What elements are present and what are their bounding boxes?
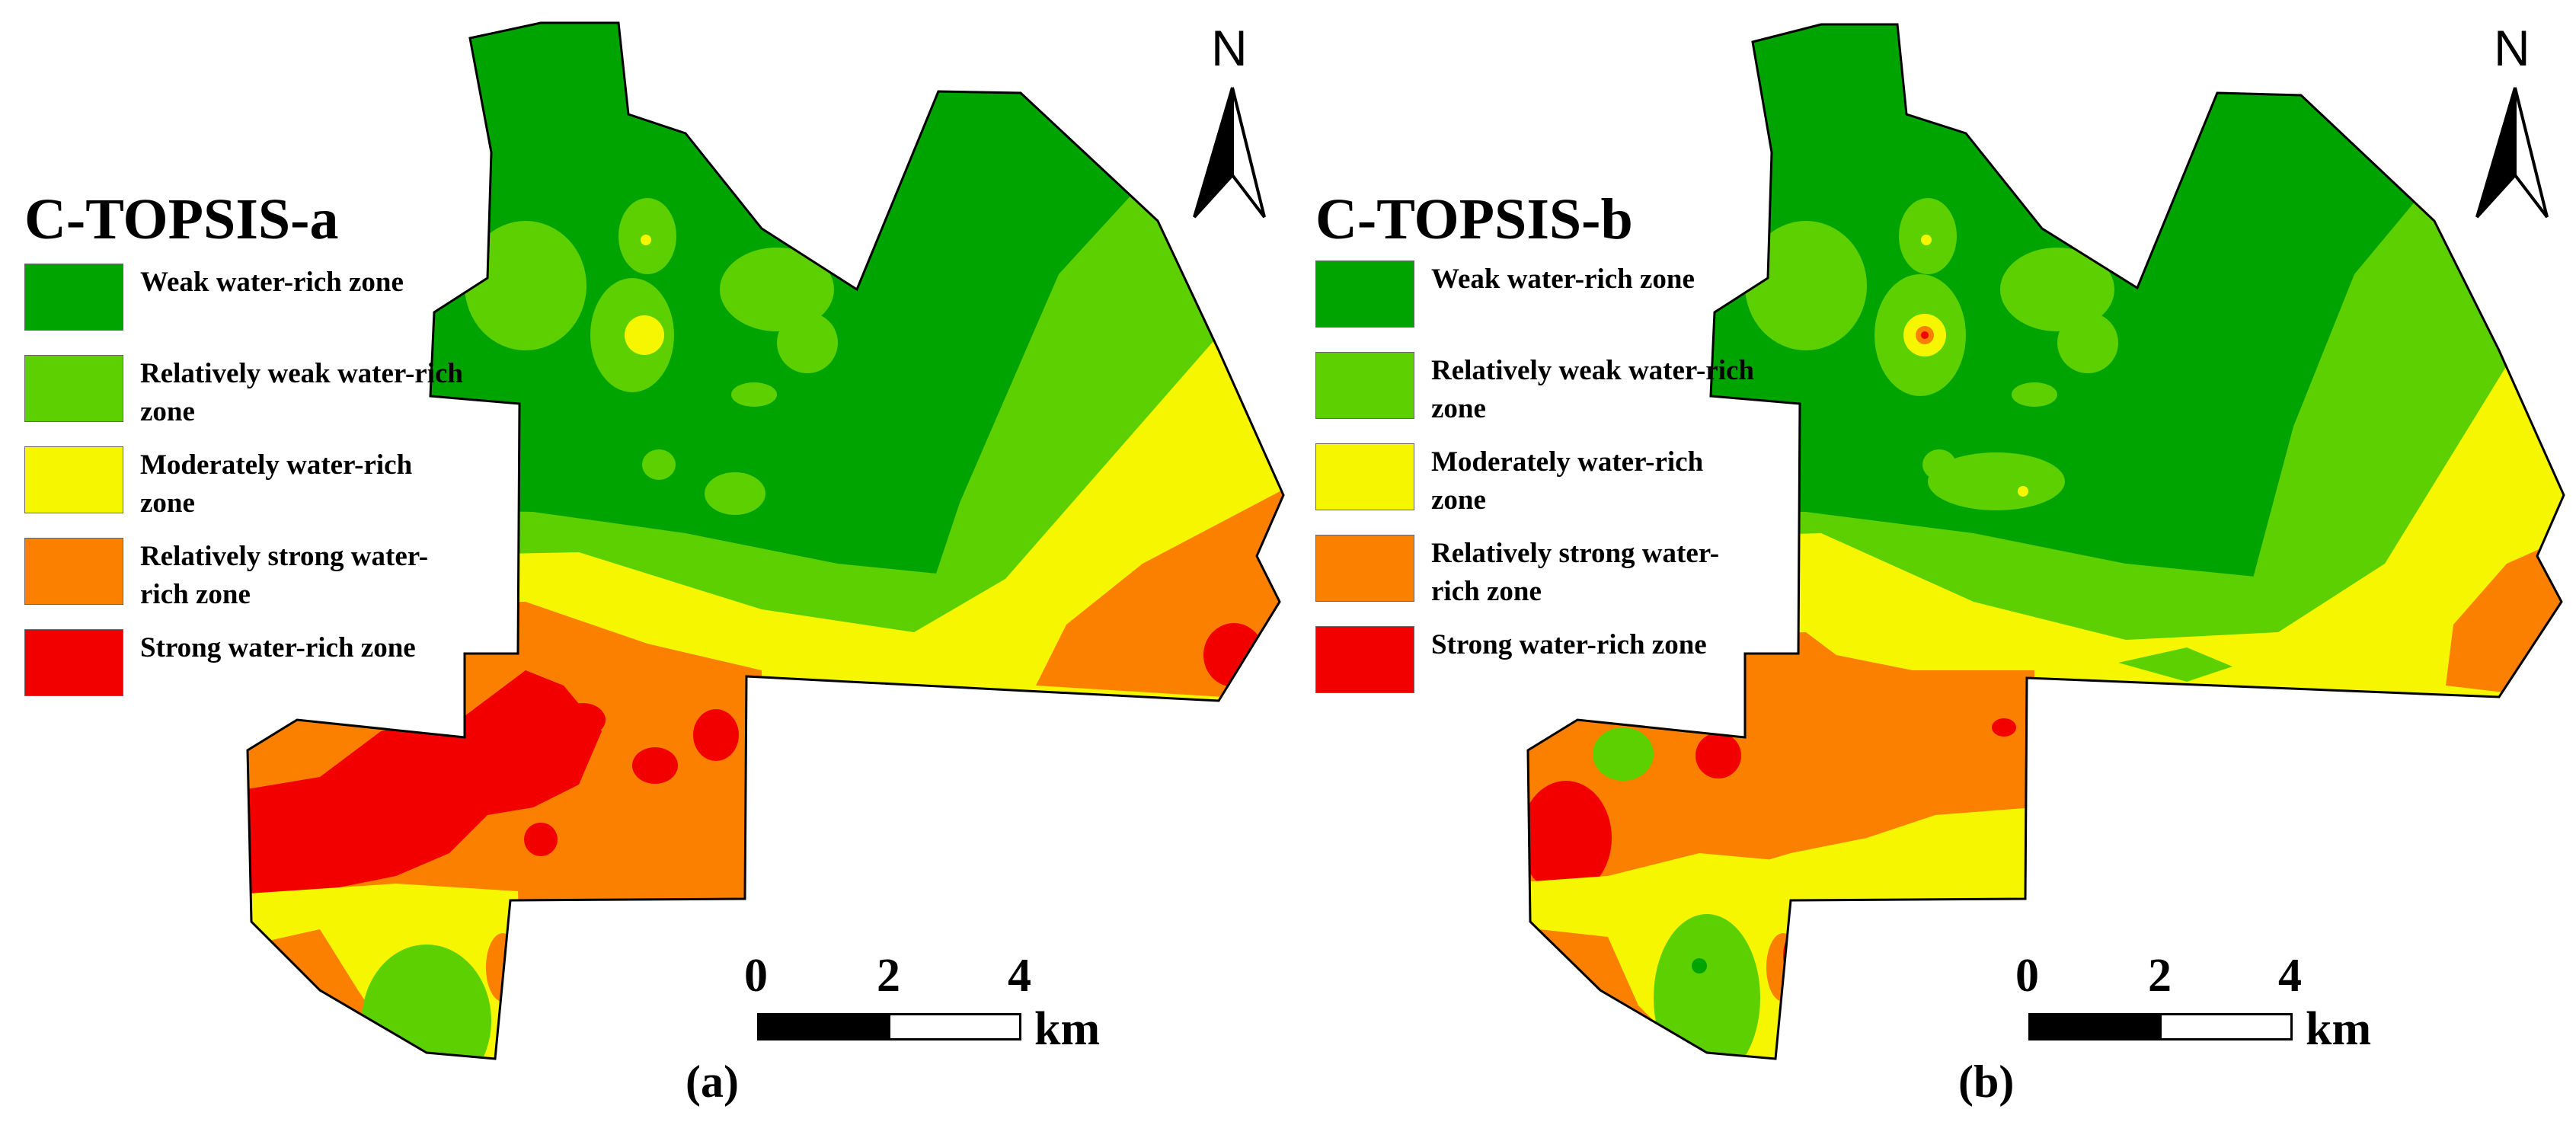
legend-swatch (1315, 535, 1414, 602)
legend-label: Strong water-rich zone (140, 632, 416, 663)
legend-label: Relatively weak water-rich zone (1431, 355, 1754, 424)
zone-relatively-weak-south (362, 945, 491, 1059)
zone-strong-spot (1921, 331, 1929, 339)
zone-strong-spot (560, 703, 606, 737)
scale-segment-empty (2159, 1013, 2293, 1040)
legend-swatch (1315, 443, 1414, 510)
legend-item-relatively-strong: Relatively strong water-rich zone (1315, 535, 1759, 611)
legend-swatch (24, 355, 123, 422)
zone-relatively-strong (1528, 625, 2034, 914)
legend-swatch (24, 264, 123, 331)
north-arrow: N (1188, 23, 1272, 221)
legend-swatch (24, 629, 123, 696)
legend-swatch (1315, 261, 1414, 328)
scale-unit: km (2306, 1003, 2372, 1055)
map-a (246, 21, 1285, 1060)
zone-relatively-weak-patch (1928, 452, 2065, 510)
scale-tick: 0 (2015, 950, 2039, 1002)
legend-swatch (1315, 626, 1414, 693)
zone-strong-spot (1695, 733, 1741, 778)
map-b (1526, 23, 2565, 1060)
zone-relatively-weak-patch (1745, 221, 1867, 350)
map-panel-b: C-TOPSIS-b Weak water-rich zone Relative… (1288, 0, 2576, 1122)
zone-strong-spot (1992, 718, 2016, 737)
legend-item-relatively-weak: Relatively weak water-rich zone (1315, 352, 1759, 428)
legend-label: Weak water-rich zone (1431, 264, 1695, 295)
zone-strong (248, 670, 602, 914)
zone-moderate-spot (625, 315, 664, 355)
legend-label: Strong water-rich zone (1431, 629, 1707, 660)
legend-item-moderate: Moderately water-rich zone (1315, 443, 1759, 519)
legend-label: Relatively strong water-rich zone (1431, 538, 1720, 607)
zone-moderate-spot (2018, 486, 2028, 497)
scale-tick: 4 (2278, 950, 2302, 1002)
zone-strong-spot (1629, 1030, 1648, 1042)
legend-item-weak: Weak water-rich zone (1315, 261, 1759, 328)
zone-relatively-weak-patch (2000, 248, 2114, 331)
scale-segment-empty (888, 1013, 1021, 1040)
panel-title: C-TOPSIS-a (24, 187, 339, 251)
zone-relatively-weak-patch (705, 472, 765, 515)
zone-relatively-weak-strip (2118, 647, 2232, 682)
panel-caption: (a) (686, 1056, 739, 1107)
north-label: N (2494, 20, 2530, 76)
legend-label: Moderately water-rich zone (140, 449, 413, 519)
zone-relatively-weak-patch (2057, 312, 2118, 373)
scale-tick: 4 (1008, 950, 1031, 1002)
zone-strong-spot (524, 823, 558, 856)
zone-relatively-weak-patch (777, 312, 838, 373)
panel-caption: (b) (1958, 1056, 2015, 1107)
zone-strong-spot (1528, 781, 1612, 895)
zone-relatively-weak-patch (720, 248, 834, 331)
legend-item-weak: Weak water-rich zone (24, 264, 468, 331)
legend-label: Weak water-rich zone (140, 267, 404, 298)
zone-relatively-weak-patch (642, 449, 676, 480)
scale-bar: 0 2 4 km (739, 952, 1135, 1059)
north-arrow-icon (2475, 87, 2549, 219)
north-arrow-icon (1193, 87, 1266, 219)
scale-tick: 2 (877, 950, 900, 1002)
legend-label: Relatively weak water-rich zone (140, 358, 463, 427)
zone-relatively-weak-patch (731, 382, 777, 407)
north-arrow: N (2471, 23, 2555, 221)
map-panel-a: C-TOPSIS-a Weak water-rich zone Relative… (24, 21, 1285, 1107)
legend-item-relatively-weak: Relatively weak water-rich zone (24, 355, 468, 431)
scale-tick: 2 (2148, 950, 2172, 1002)
scale-unit: km (1034, 1003, 1101, 1055)
north-label: N (1211, 20, 1248, 76)
legend-label: Moderately water-rich zone (1431, 446, 1704, 516)
legend-swatch (24, 446, 123, 513)
zone-moderate-spot (641, 235, 651, 245)
scale-segment-filled (757, 1013, 890, 1040)
scale-tick: 0 (744, 950, 768, 1002)
scale-segment-filled (2028, 1013, 2162, 1040)
zone-strong-spot (693, 709, 739, 761)
scale-bar: 0 2 4 km (2014, 952, 2410, 1059)
legend-label: Relatively strong water-rich zone (140, 541, 429, 610)
zone-strong-spot (632, 747, 678, 784)
zone-relatively-weak-patch (465, 221, 586, 350)
legend-item-moderate: Moderately water-rich zone (24, 446, 468, 523)
panel-title: C-TOPSIS-b (1315, 187, 1633, 251)
zone-moderate-spot (1921, 235, 1932, 245)
legend-swatch (1315, 352, 1414, 419)
legend-swatch (24, 538, 123, 605)
zone-relatively-weak-spot (1593, 727, 1654, 781)
legend-item-strong: Strong water-rich zone (24, 629, 468, 696)
zone-weak-spot (1692, 958, 1707, 973)
legend-item-strong: Strong water-rich zone (1315, 626, 1759, 693)
legend-item-relatively-strong: Relatively strong water-rich zone (24, 538, 468, 614)
zone-relatively-weak-patch (2012, 382, 2057, 407)
